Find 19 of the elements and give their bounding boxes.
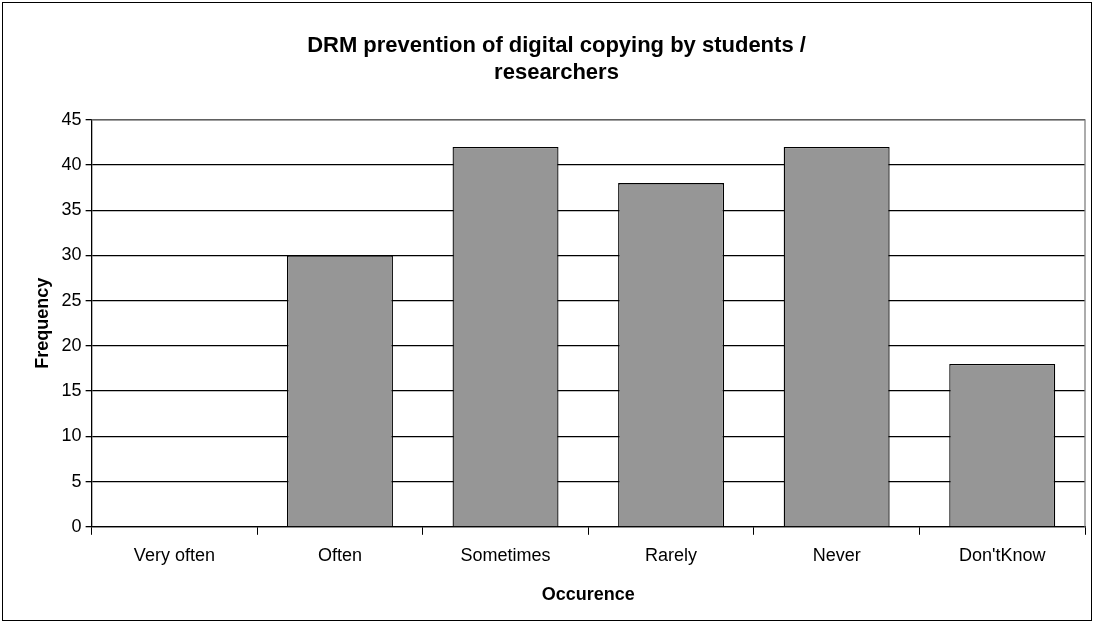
y-tick-label: 35	[61, 199, 82, 220]
y-axis-title: Frequency	[31, 277, 52, 369]
y-tick-label: 25	[61, 289, 82, 310]
x-tick-label: Don'tKnow	[958, 544, 1047, 565]
y-tick-label: 0	[71, 515, 82, 536]
y-tick-label: 5	[71, 470, 82, 491]
y-tick-label: 10	[61, 425, 82, 446]
x-axis-title: Occurence	[541, 584, 635, 605]
y-tick-label: 45	[61, 108, 82, 129]
y-tick-label: 15	[61, 380, 82, 401]
x-tick-label: Often	[317, 544, 362, 565]
chart-title: DRM prevention of digital copying by students / researchers	[307, 32, 806, 84]
y-tick-label: 40	[61, 153, 82, 174]
x-tick-label: Rarely	[645, 544, 698, 565]
y-tick-label: 30	[61, 244, 82, 265]
x-tick-label: Never	[812, 544, 861, 565]
y-tick-label: 20	[61, 334, 82, 355]
x-tick-label: Sometimes	[460, 544, 551, 565]
x-tick-label: Very often	[133, 544, 215, 565]
